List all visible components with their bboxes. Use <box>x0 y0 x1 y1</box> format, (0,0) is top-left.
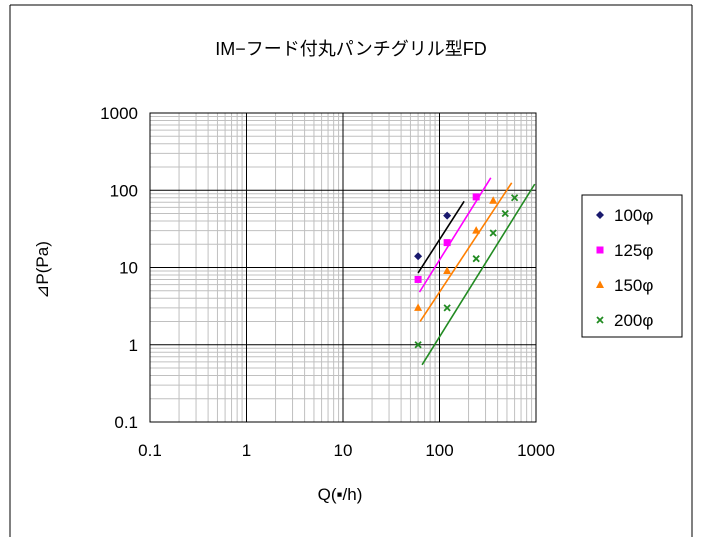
legend-label-4: 200φ <box>614 311 653 330</box>
trend-line-3 <box>419 182 513 322</box>
x-marker-stroke <box>414 341 422 349</box>
data-point-4 <box>501 209 509 218</box>
x-marker-stroke <box>596 316 604 324</box>
legend-marker-2 <box>596 246 604 254</box>
legend-marker-3 <box>596 280 604 288</box>
plot-border <box>149 112 537 423</box>
trend-line-4 <box>421 183 536 366</box>
y-tick-label: 1000 <box>100 104 138 123</box>
x-tick-label: 0.1 <box>138 441 162 460</box>
x-axis-label: Q(▪/h) <box>318 485 363 504</box>
data-point-2 <box>443 239 451 247</box>
data-point-4 <box>414 341 422 349</box>
legend: 100φ 125φ 150φ 200φ <box>581 194 683 338</box>
x-marker-stroke <box>489 229 497 237</box>
legend-box <box>581 194 683 338</box>
data-point-4 <box>510 194 519 202</box>
x-marker-stroke <box>472 255 480 263</box>
data-point-1 <box>414 252 423 261</box>
y-tick-label: 1 <box>129 336 138 355</box>
data-point-3 <box>414 303 423 311</box>
x-marker-stroke <box>443 304 451 312</box>
legend-marker-4 <box>596 316 604 324</box>
x-tick-label: 100 <box>425 441 453 460</box>
y-tick-label: 10 <box>119 259 138 278</box>
x-marker-stroke <box>501 209 509 218</box>
data-point-1 <box>443 211 452 220</box>
data-point-3 <box>443 266 452 275</box>
grid <box>149 112 537 423</box>
data-point-3 <box>489 196 498 204</box>
data-point-4 <box>489 229 497 237</box>
chart-title: IM−フード付丸パンチグリル型FD <box>215 39 486 59</box>
legend-label-3: 150φ <box>614 276 653 295</box>
y-axis-label: ⊿P(Pa) <box>33 241 52 299</box>
data-point-4 <box>472 255 480 263</box>
trend-line-1 <box>417 200 465 274</box>
y-tick-label: 100 <box>110 181 138 200</box>
data-point-2 <box>414 275 422 283</box>
data-point-4 <box>443 304 451 312</box>
x-tick-label: 1 <box>242 441 251 460</box>
tick-labels: 0.1 1 10 100 1000 0.1 1 10 100 1000 <box>100 104 555 460</box>
data-point-3 <box>472 226 481 234</box>
y-tick-label: 0.1 <box>114 413 138 432</box>
x-tick-label: 1000 <box>517 441 555 460</box>
legend-label-1: 100φ <box>614 206 653 225</box>
data-point-2 <box>472 193 480 201</box>
legend-marker-1 <box>596 211 604 219</box>
data-markers <box>414 193 519 349</box>
legend-label-2: 125φ <box>614 241 653 260</box>
x-tick-label: 10 <box>334 441 353 460</box>
x-marker-stroke <box>510 194 519 202</box>
